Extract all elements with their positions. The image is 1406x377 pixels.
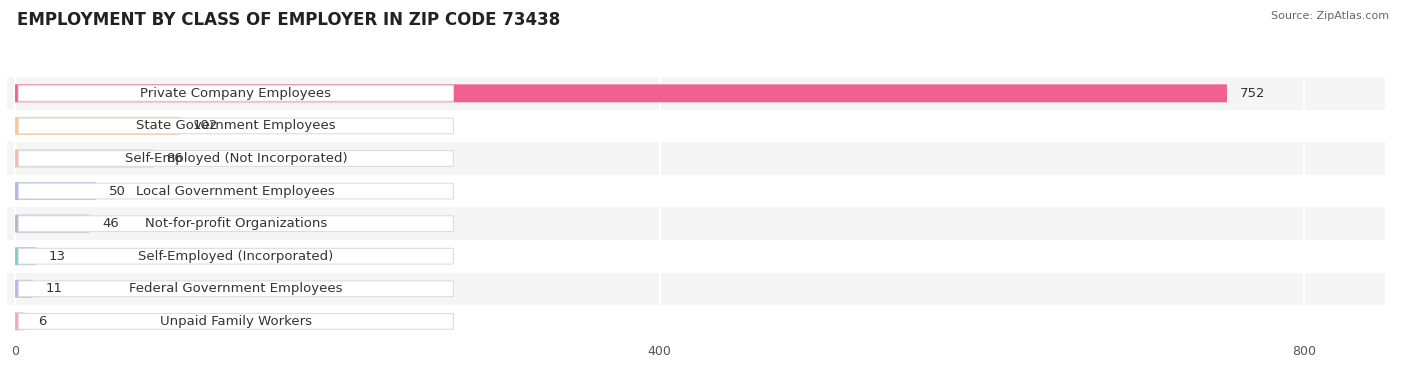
- FancyBboxPatch shape: [18, 118, 453, 134]
- FancyBboxPatch shape: [15, 280, 32, 298]
- Text: State Government Employees: State Government Employees: [136, 120, 336, 132]
- Text: 102: 102: [193, 120, 218, 132]
- FancyBboxPatch shape: [18, 183, 453, 199]
- FancyBboxPatch shape: [18, 248, 453, 264]
- Text: Self-Employed (Not Incorporated): Self-Employed (Not Incorporated): [125, 152, 347, 165]
- Text: EMPLOYMENT BY CLASS OF EMPLOYER IN ZIP CODE 73438: EMPLOYMENT BY CLASS OF EMPLOYER IN ZIP C…: [17, 11, 560, 29]
- FancyBboxPatch shape: [7, 240, 1385, 273]
- Text: Not-for-profit Organizations: Not-for-profit Organizations: [145, 217, 328, 230]
- FancyBboxPatch shape: [15, 215, 89, 233]
- FancyBboxPatch shape: [15, 84, 1227, 102]
- FancyBboxPatch shape: [18, 86, 453, 101]
- FancyBboxPatch shape: [15, 117, 180, 135]
- Text: 6: 6: [38, 315, 46, 328]
- FancyBboxPatch shape: [7, 142, 1385, 175]
- FancyBboxPatch shape: [15, 182, 96, 200]
- FancyBboxPatch shape: [18, 216, 453, 231]
- Text: 11: 11: [46, 282, 63, 295]
- Text: 752: 752: [1240, 87, 1265, 100]
- Text: Self-Employed (Incorporated): Self-Employed (Incorporated): [138, 250, 333, 263]
- FancyBboxPatch shape: [18, 150, 453, 166]
- Text: Private Company Employees: Private Company Employees: [141, 87, 332, 100]
- FancyBboxPatch shape: [7, 110, 1385, 142]
- Text: 86: 86: [166, 152, 183, 165]
- FancyBboxPatch shape: [7, 77, 1385, 110]
- Text: 13: 13: [49, 250, 66, 263]
- FancyBboxPatch shape: [15, 150, 153, 167]
- FancyBboxPatch shape: [7, 305, 1385, 338]
- FancyBboxPatch shape: [7, 175, 1385, 207]
- FancyBboxPatch shape: [7, 273, 1385, 305]
- FancyBboxPatch shape: [15, 313, 25, 330]
- FancyBboxPatch shape: [18, 314, 453, 329]
- Text: 50: 50: [108, 185, 125, 198]
- Text: Source: ZipAtlas.com: Source: ZipAtlas.com: [1271, 11, 1389, 21]
- FancyBboxPatch shape: [7, 207, 1385, 240]
- Text: 46: 46: [103, 217, 120, 230]
- FancyBboxPatch shape: [18, 281, 453, 297]
- FancyBboxPatch shape: [15, 247, 37, 265]
- Text: Local Government Employees: Local Government Employees: [136, 185, 335, 198]
- Text: Federal Government Employees: Federal Government Employees: [129, 282, 343, 295]
- Text: Unpaid Family Workers: Unpaid Family Workers: [160, 315, 312, 328]
